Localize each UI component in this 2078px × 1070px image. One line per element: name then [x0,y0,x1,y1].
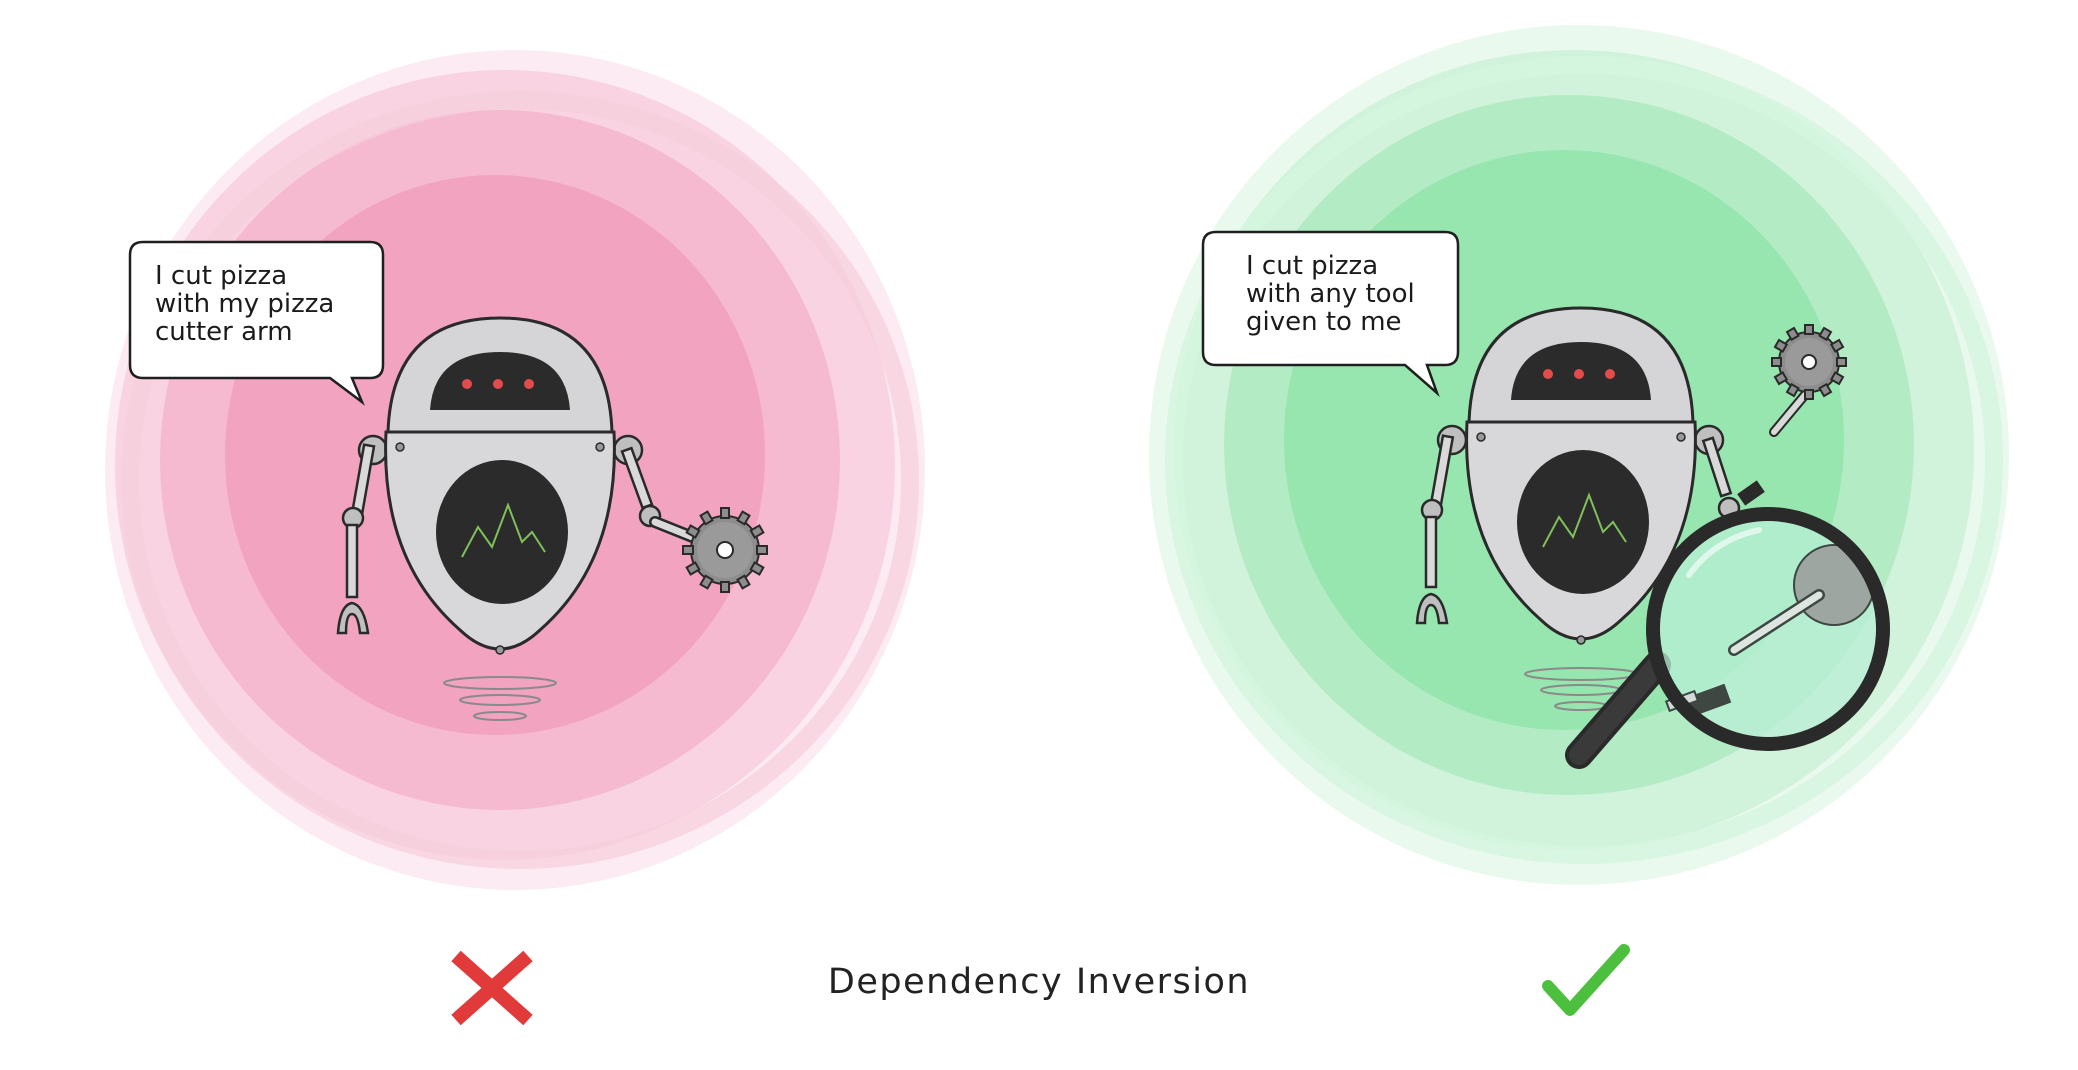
pizza-cutter-wheel-icon [682,507,768,593]
speech-bubble-text: I cut pizza with my pizza cutter arm [155,261,335,347]
cross-icon [451,950,533,1026]
robot-pizza-cutter-arm [612,434,768,593]
footer: Dependency Inversion [0,920,2078,1040]
speech-bubble [128,240,385,406]
robot-left-arm [1415,424,1468,625]
robot-right-arm-socket [1693,424,1765,520]
floating-pizza-cutter-icon [1769,324,1847,437]
magnifying-glass-icon [1565,507,1890,769]
speech-bubble-text: I cut pizza with any tool given to me [1246,251,1415,337]
diagram-caption: Dependency Inversion [827,962,1251,1002]
good-example-art [1149,25,2009,885]
robot [336,316,768,721]
robot-screen [436,460,568,604]
bad-example-panel: I cut pizza with my pizza cutter arm [0,0,1039,900]
robot-screen [1517,450,1649,594]
good-example-panel: I cut pizza with any tool given to me [1039,0,2078,900]
robot-left-arm [336,434,389,635]
check-icon [1542,944,1630,1016]
robot [1415,306,1847,711]
speech-bubble [1201,230,1460,398]
bad-example-art [105,50,925,890]
